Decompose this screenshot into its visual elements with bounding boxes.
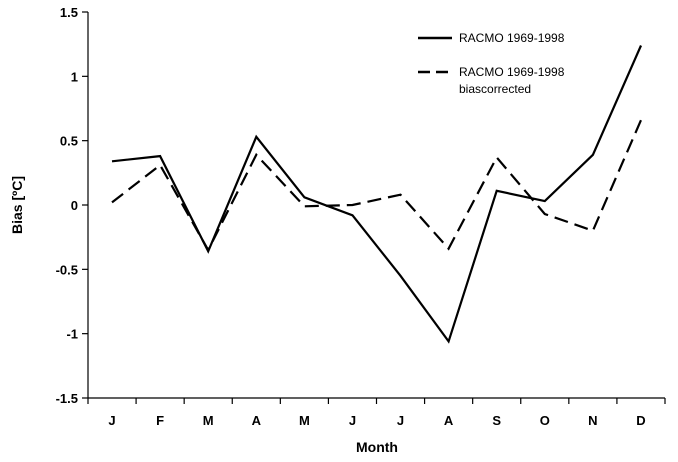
x-tick-label: J: [397, 413, 404, 428]
plot-area: [87, 12, 665, 399]
series-lines: [111, 45, 643, 344]
x-tick-label: J: [349, 413, 356, 428]
x-tick-label: A: [252, 413, 262, 428]
x-tick-label: D: [636, 413, 645, 428]
legend: RACMO 1969-1998 RACMO 1969-1998 biascorr…: [418, 31, 565, 96]
x-tick-label: F: [156, 413, 164, 428]
legend-label-series-2: RACMO 1969-1998: [459, 65, 565, 79]
y-axis-title: Bias [ºC]: [9, 176, 25, 234]
series-line-2: [111, 119, 643, 253]
legend-label-series-2-line2: biascorrected: [459, 82, 531, 96]
x-tick-label: M: [299, 413, 310, 428]
x-tick-label: A: [444, 413, 454, 428]
x-tick-label: N: [588, 413, 597, 428]
x-tick-label: M: [203, 413, 214, 428]
x-tick-label: S: [492, 413, 501, 428]
x-axis-title: Month: [356, 439, 398, 455]
y-tick-label: -1.5: [56, 391, 78, 406]
y-axis-ticks: 1.5 1 0.5 0 -0.5 -1 -1.5: [56, 5, 88, 406]
y-tick-label: -0.5: [56, 262, 78, 277]
y-tick-label: -1: [66, 327, 78, 342]
y-tick-label: 1: [71, 69, 78, 84]
y-tick-label: 1.5: [60, 5, 78, 20]
series-line-1: [111, 45, 643, 344]
legend-label-series-1: RACMO 1969-1998: [459, 31, 565, 45]
x-tick-label: O: [540, 413, 550, 428]
y-tick-label: 0.5: [60, 134, 78, 149]
x-tick-label: J: [108, 413, 115, 428]
y-tick-label: 0: [71, 198, 78, 213]
